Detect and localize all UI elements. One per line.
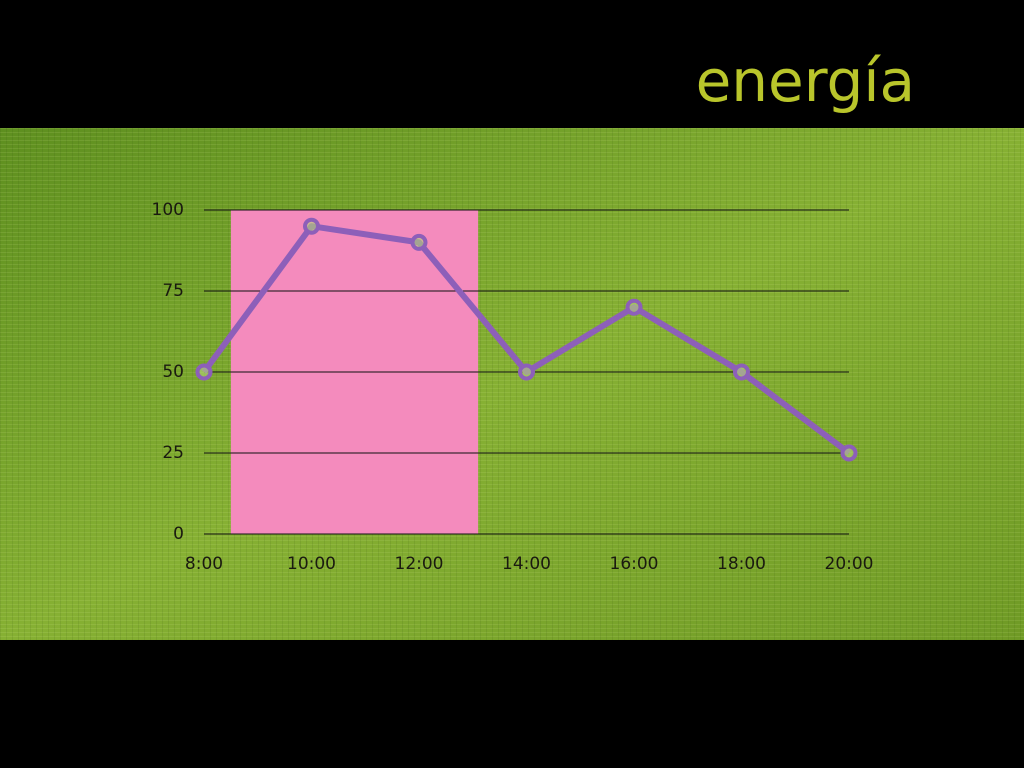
x-tick-label: 10:00 xyxy=(287,554,336,574)
x-tick-label: 20:00 xyxy=(825,554,874,574)
y-tick-label: 0 xyxy=(173,524,184,544)
data-point xyxy=(195,363,213,381)
y-tick-label: 100 xyxy=(152,200,184,220)
x-tick-label: 12:00 xyxy=(395,554,444,574)
data-point xyxy=(303,217,320,235)
chart-title: energía xyxy=(696,47,915,115)
y-tick-label: 25 xyxy=(162,443,184,463)
x-tick-label: 8:00 xyxy=(185,554,223,574)
data-point xyxy=(625,298,643,316)
data-point xyxy=(410,233,428,251)
x-tick-label: 18:00 xyxy=(717,554,766,574)
x-tick-label: 14:00 xyxy=(502,554,551,574)
y-tick-label: 75 xyxy=(162,281,184,301)
y-tick-label: 50 xyxy=(162,362,184,382)
data-point xyxy=(840,444,858,462)
data-point xyxy=(518,363,535,381)
data-point xyxy=(733,363,750,381)
texture xyxy=(0,128,1024,640)
x-tick-label: 16:00 xyxy=(610,554,659,574)
